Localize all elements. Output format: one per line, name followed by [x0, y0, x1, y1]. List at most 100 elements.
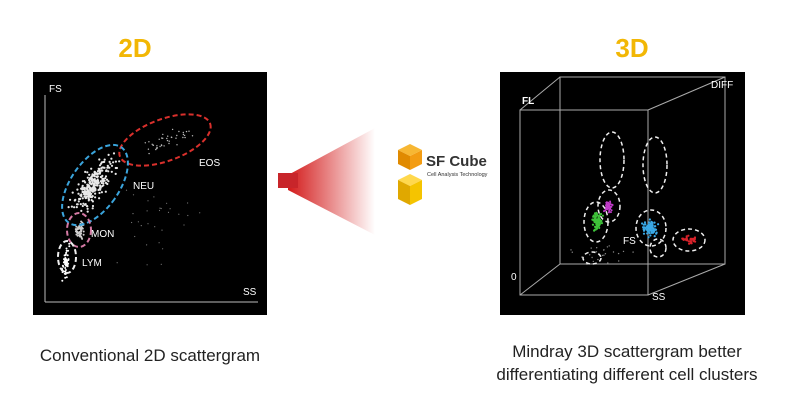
scatter-dot	[168, 140, 170, 142]
scatter-dot	[590, 247, 592, 249]
scatter-dot	[78, 225, 81, 228]
scatter-dot	[597, 258, 599, 261]
scatter-dot	[176, 144, 178, 146]
scatter-dot	[651, 229, 654, 232]
scatter-dot	[85, 196, 88, 199]
scatter-dot	[151, 143, 153, 145]
scatter-dot	[112, 152, 116, 155]
scatter-dot	[110, 164, 114, 167]
scatter-dot	[116, 262, 118, 264]
axis-label: SS	[652, 292, 666, 303]
scatter-dot	[632, 251, 634, 253]
scatter-dot	[158, 242, 160, 244]
scatter-dot	[608, 209, 611, 212]
scatter-dot	[110, 170, 113, 173]
scatter-dot	[160, 263, 162, 265]
scatter-dot	[82, 233, 85, 236]
scatter-dot	[80, 220, 83, 223]
axis-label: 0	[511, 272, 517, 283]
scatter-dot	[93, 178, 96, 181]
scatter-dot	[653, 225, 656, 228]
scatter-dot	[646, 232, 649, 235]
scatter-dot	[188, 130, 190, 132]
axis-label: FS	[49, 84, 62, 95]
scatter-dot	[87, 184, 90, 187]
scatter-dot	[90, 187, 93, 190]
scatter-dot	[131, 221, 133, 224]
axis-label: FS	[623, 236, 636, 247]
scatter-dot	[605, 203, 608, 206]
scatter-dot	[600, 222, 604, 225]
scatter-dot	[603, 254, 605, 256]
beam-source	[278, 173, 298, 188]
scatter-dot	[609, 200, 612, 203]
left-title: 2D	[118, 33, 151, 63]
gate	[649, 238, 667, 258]
scatter-dot	[94, 181, 97, 184]
panel-bg	[33, 72, 267, 315]
scatter-dot	[182, 133, 185, 136]
scatter-dot	[657, 223, 660, 226]
scatter-dot	[617, 252, 620, 255]
scatter-dot	[69, 198, 72, 201]
scatter-dot	[82, 230, 85, 233]
scatter-dot	[178, 130, 180, 133]
scatter-dot	[64, 269, 67, 271]
scatter-dot	[78, 197, 81, 201]
scatter-dot	[160, 207, 162, 210]
scatter-dot	[649, 222, 652, 225]
scatter-dot	[107, 170, 110, 173]
scatter-dot	[81, 186, 84, 189]
scatter-dot	[81, 190, 84, 194]
scatter-dot	[93, 186, 96, 190]
scatter-dot	[80, 194, 83, 197]
scatter-dot	[169, 208, 171, 210]
scatter-dot	[101, 174, 104, 177]
scatter-dot	[167, 211, 170, 213]
scatter-dot	[595, 211, 598, 214]
scatter-dot	[73, 199, 76, 202]
scatter-dot	[595, 221, 598, 224]
scatter-dot	[83, 195, 86, 198]
scatter-dot	[591, 256, 593, 259]
scatter-dot	[86, 193, 89, 196]
scatter-dot	[182, 131, 184, 134]
scatter-dot	[65, 251, 68, 254]
scatter-dot	[77, 232, 80, 234]
scatter-dot	[610, 203, 613, 206]
scatter-dot	[144, 142, 146, 144]
scatter-dot	[90, 167, 93, 170]
scatter-dot	[75, 233, 78, 236]
scatter-dot	[184, 136, 186, 139]
caption: Conventional 2D scattergram	[40, 346, 260, 365]
scatter-dot	[651, 222, 654, 226]
scatter-dot	[649, 234, 652, 237]
scatter-dot	[81, 204, 84, 208]
scatter-dot	[86, 185, 89, 189]
scatter-dot	[90, 175, 93, 178]
scatter-dot	[104, 177, 107, 180]
scatter-dot	[107, 180, 110, 183]
scatter-dot	[90, 189, 93, 192]
scatter-dot	[118, 160, 121, 163]
scatter-dot	[86, 205, 89, 208]
scatter-dot	[81, 237, 84, 240]
scatter-dot	[100, 191, 103, 194]
scatter-dot	[147, 223, 149, 225]
scatter-dot	[147, 200, 149, 202]
scatter-dot	[170, 136, 173, 138]
scatter-dot	[86, 171, 89, 174]
logo-title: SF Cube	[426, 153, 487, 170]
scatter-dot	[86, 210, 89, 213]
scatter-dot	[98, 172, 101, 175]
scatter-dot	[86, 195, 90, 198]
scatter-dot	[603, 249, 605, 251]
gates	[582, 131, 706, 265]
scatter-dot	[91, 181, 94, 184]
scatter-dot	[79, 203, 82, 206]
scatter-dot	[594, 225, 597, 228]
scatter-dot	[592, 215, 595, 218]
gates	[57, 113, 212, 274]
scatter-dot	[183, 224, 185, 226]
